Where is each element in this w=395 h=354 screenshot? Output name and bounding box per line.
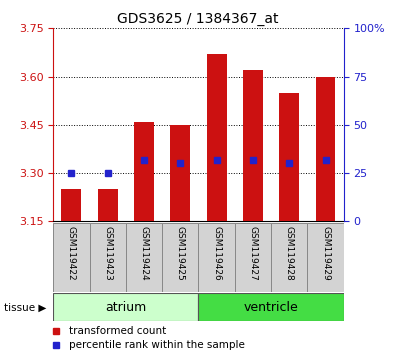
Text: GSM119425: GSM119425	[176, 227, 185, 281]
Bar	[307, 223, 344, 292]
Text: GSM119424: GSM119424	[139, 227, 149, 281]
Bar	[316, 76, 335, 221]
Bar	[235, 223, 271, 292]
Bar	[90, 223, 126, 292]
Bar	[126, 223, 162, 292]
Bar	[162, 223, 199, 292]
Bar	[243, 70, 263, 221]
Bar	[98, 189, 118, 221]
Text: GSM119427: GSM119427	[248, 227, 258, 281]
Bar	[199, 293, 344, 321]
Bar	[207, 54, 227, 221]
Text: GSM119426: GSM119426	[212, 227, 221, 281]
Text: GSM119429: GSM119429	[321, 227, 330, 281]
Text: GDS3625 / 1384367_at: GDS3625 / 1384367_at	[117, 12, 278, 27]
Bar	[279, 93, 299, 221]
Bar	[170, 125, 190, 221]
Text: tissue ▶: tissue ▶	[4, 302, 46, 312]
Text: GSM119423: GSM119423	[103, 227, 112, 281]
Bar	[271, 223, 307, 292]
Bar	[62, 189, 81, 221]
Bar	[53, 293, 199, 321]
Text: percentile rank within the sample: percentile rank within the sample	[69, 339, 245, 350]
Text: GSM119422: GSM119422	[67, 227, 76, 281]
Text: transformed count: transformed count	[69, 326, 167, 336]
Bar	[53, 223, 90, 292]
Text: atrium: atrium	[105, 301, 147, 314]
Text: GSM119428: GSM119428	[285, 227, 294, 281]
Bar	[199, 223, 235, 292]
Text: ventricle: ventricle	[244, 301, 299, 314]
Bar	[134, 121, 154, 221]
